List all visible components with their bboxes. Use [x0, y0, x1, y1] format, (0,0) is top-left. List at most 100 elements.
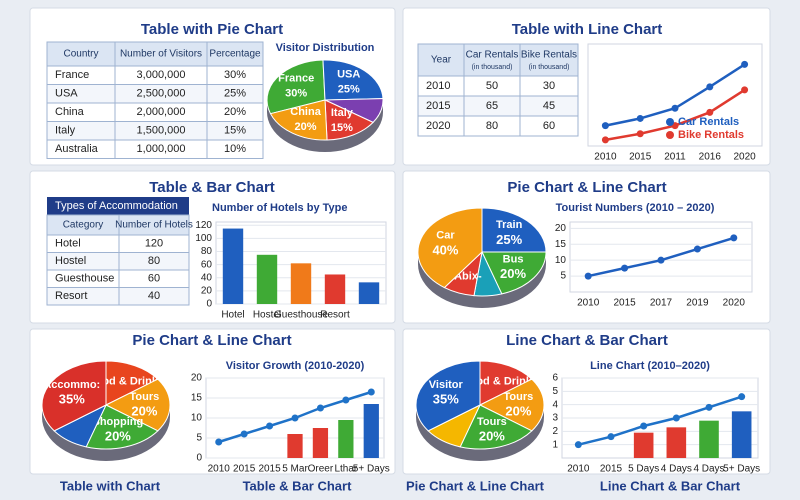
plot-area — [215, 221, 387, 305]
header-text: Bike Rentals — [521, 50, 577, 61]
bar — [312, 428, 329, 458]
cell-text: 1,500,000 — [137, 125, 186, 137]
y-tick-label: 10 — [555, 255, 567, 266]
point — [607, 433, 615, 441]
y-tick-label: 0 — [206, 299, 212, 310]
cell-text: Italy — [55, 125, 76, 137]
slice-value: 40% — [432, 242, 458, 257]
point — [657, 256, 665, 264]
y-tick-label: 20 — [191, 373, 203, 384]
slice-value: 25% — [496, 232, 522, 247]
slice-value: 35% — [59, 391, 85, 406]
header-note: (in thousand) — [529, 64, 570, 71]
footer-label: Pie Chart & Line Chart — [406, 478, 545, 493]
x-tick-label: 2019 — [686, 298, 709, 309]
cell-text: 30% — [224, 69, 246, 81]
bar — [731, 411, 752, 458]
cell-text: 60 — [543, 120, 555, 132]
slice-value: 20% — [500, 266, 526, 281]
x-tick-label: 2010 — [208, 464, 231, 475]
slice-label: USA — [337, 68, 360, 80]
header-cell — [114, 41, 208, 67]
y-tick-label: 100 — [195, 233, 212, 244]
x-tick-label: 2015 — [629, 152, 652, 163]
cell-text: France — [55, 69, 89, 81]
x-tick-label: 4 Days — [661, 464, 692, 475]
cell-text: 80 — [148, 255, 160, 267]
pie-side — [42, 405, 170, 461]
point — [738, 393, 746, 401]
x-tick-label: 2020 — [723, 298, 746, 309]
point — [367, 388, 375, 396]
x-tick-label: 2015 — [613, 298, 636, 309]
y-tick-label: 20 — [555, 223, 567, 234]
point — [730, 234, 738, 242]
header-text: Category — [63, 220, 104, 231]
pie-slice — [324, 99, 374, 141]
panel-title: Pie Chart & Line Chart — [507, 179, 666, 196]
slice-label: Tours — [477, 416, 507, 428]
point — [672, 414, 680, 422]
slice-label: Bus — [503, 253, 524, 265]
y-tick-label: 15 — [191, 393, 203, 404]
y-tick-label: 6 — [552, 373, 558, 384]
legend-label: Bike Rentals — [678, 129, 744, 141]
bar — [256, 254, 278, 304]
x-tick-label: 2017 — [650, 298, 673, 309]
slice-value: 20% — [131, 403, 157, 418]
cell-text: 2020 — [426, 120, 450, 132]
slice-label: Shopping — [93, 416, 144, 428]
cell-text: Hotel — [55, 238, 81, 250]
slice-value: 35% — [433, 391, 459, 406]
cell-text: China — [55, 106, 85, 118]
slice-label: Accommo: — [43, 379, 100, 391]
slice-label: China — [290, 106, 321, 118]
table-title: Types of Accommodation — [55, 200, 178, 212]
point — [240, 430, 248, 438]
x-tick-label: 5 Days — [628, 464, 659, 475]
slice-value: 15% — [331, 122, 353, 134]
bar — [222, 228, 244, 304]
point — [671, 104, 679, 112]
cell-text: 3,000,000 — [137, 69, 186, 81]
cell-text: 1,000,000 — [137, 143, 186, 155]
point — [215, 438, 223, 446]
cell-text: 2,500,000 — [137, 88, 186, 100]
point — [636, 114, 644, 122]
slice-label: Visitor — [429, 379, 464, 391]
legend-label: Car Rentals — [678, 116, 739, 128]
cell-text: Resort — [55, 290, 87, 302]
y-tick-label: 10 — [191, 413, 203, 424]
x-tick-label: 2015 — [600, 464, 623, 475]
slice-value: 20% — [105, 429, 131, 444]
y-tick-label: 4 — [552, 399, 558, 410]
y-tick-label: 3 — [552, 413, 558, 424]
cell-text: 45 — [543, 100, 555, 112]
point — [601, 122, 609, 130]
panel-title: Table with Line Chart — [512, 21, 663, 38]
bar — [324, 274, 346, 304]
y-tick-label: 1 — [552, 439, 558, 450]
pie-slice — [104, 378, 171, 432]
footer-label: Line Chart & Bar Chart — [600, 478, 741, 493]
cell-text: 20% — [224, 106, 246, 118]
header-text: Percentage — [209, 49, 261, 60]
header-text: Car Rentals — [466, 50, 519, 61]
panel-title: Table & Bar Chart — [149, 179, 275, 196]
line — [578, 395, 743, 446]
point — [640, 422, 648, 430]
slice-label: Abix- — [454, 270, 482, 282]
footer-label: Table & Bar Chart — [243, 478, 353, 493]
slice-value: 20% — [505, 403, 531, 418]
chart-title: Line Chart (2010–2020) — [590, 360, 710, 372]
x-tick-label: 2010 — [567, 464, 590, 475]
x-tick-label: 2015 — [258, 464, 281, 475]
bar — [338, 420, 354, 458]
cell-text: 120 — [145, 238, 163, 250]
table-cell — [519, 115, 579, 137]
x-tick-label: 2016 — [699, 152, 722, 163]
bar — [633, 432, 654, 458]
cell-text: 15% — [224, 125, 246, 137]
x-tick-label: 2020 — [733, 152, 756, 163]
point — [693, 245, 701, 253]
